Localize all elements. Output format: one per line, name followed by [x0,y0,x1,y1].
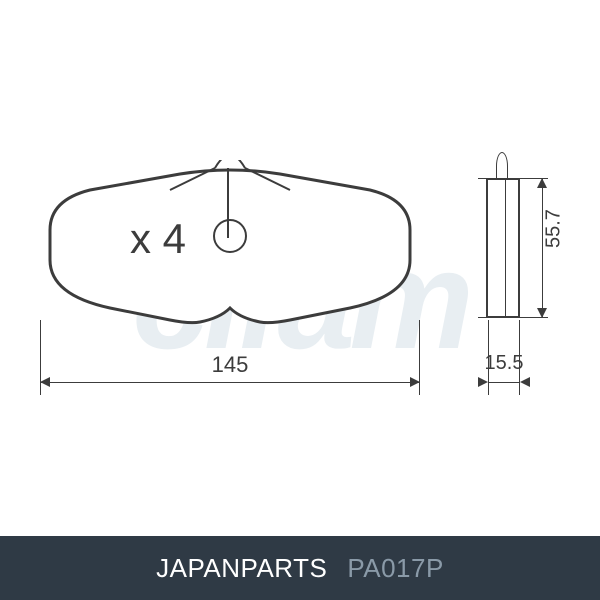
arrow-left-icon [478,377,488,387]
dimension-thickness: 15.5 [468,370,540,400]
dimension-height: 55.7 [530,178,560,318]
arrow-right-icon [520,377,530,387]
part-number: PA017P [347,553,443,584]
brand-name: JAPANPARTS [156,553,327,584]
arrow-left-icon [40,377,50,387]
brake-pad-side-view [486,160,520,335]
arrow-right-icon [410,377,420,387]
arrow-down-icon [537,308,547,318]
dimension-thickness-value: 15.5 [468,352,540,375]
dim-line [488,382,520,383]
dim-line [542,178,543,318]
quantity-label: x 4 [130,215,186,263]
technical-diagram: x 4 145 55.7 [40,120,560,420]
dim-line [40,382,420,383]
side-clip [496,152,508,180]
dimension-height-value: 55.7 [543,209,566,248]
dimension-width: 145 [40,370,420,400]
side-body [486,178,520,318]
dimension-width-value: 145 [206,352,255,378]
brake-pad-front-view [40,160,420,340]
pad-outline [50,170,410,323]
arrow-up-icon [537,178,547,188]
footer-bar: JAPANPARTS PA017P [0,536,600,600]
